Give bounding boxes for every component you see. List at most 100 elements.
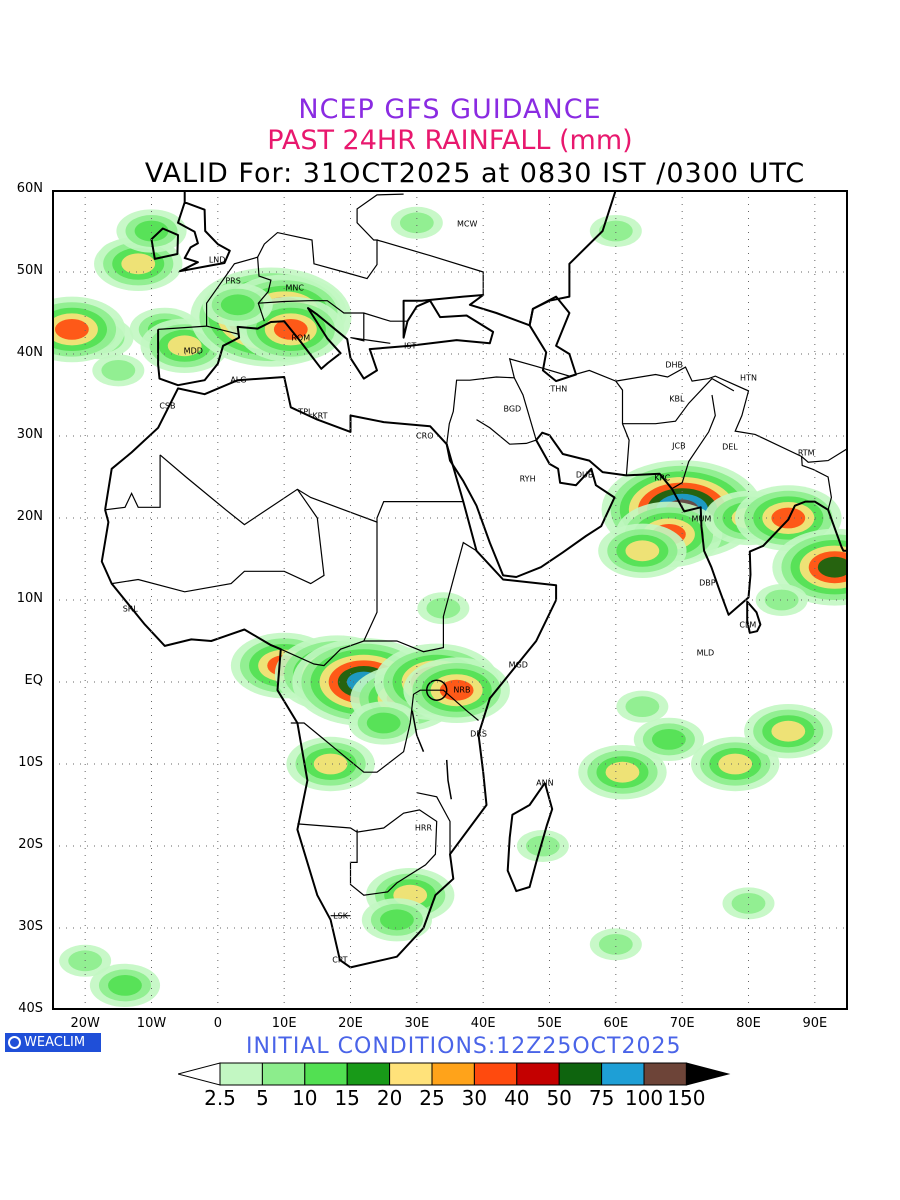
city-label: DBP bbox=[699, 578, 716, 588]
country-borders bbox=[105, 193, 848, 917]
city-label: NRB bbox=[453, 685, 471, 695]
colorbar-label: 25 bbox=[419, 1086, 445, 1110]
lon-label: 10W bbox=[136, 1016, 167, 1031]
lon-label: 90E bbox=[802, 1016, 828, 1031]
city-label: HRR bbox=[414, 823, 433, 833]
city-label: HTN bbox=[740, 373, 757, 383]
colorbar-segment bbox=[473, 1062, 518, 1086]
lat-label: 10S bbox=[18, 755, 43, 770]
rain-cell bbox=[652, 729, 686, 750]
colorbar-segment bbox=[431, 1062, 475, 1086]
city-label: KRT bbox=[312, 411, 328, 420]
colorbar-segment bbox=[643, 1062, 687, 1086]
colorbar-label: 10 bbox=[292, 1086, 318, 1110]
coastline bbox=[157, 190, 617, 387]
border bbox=[476, 419, 537, 445]
colorbar-label: 75 bbox=[588, 1086, 615, 1110]
border bbox=[615, 366, 848, 463]
border bbox=[376, 239, 484, 295]
border bbox=[622, 377, 735, 425]
city-label: LND bbox=[208, 255, 226, 265]
city-label: RTM bbox=[797, 448, 815, 458]
border bbox=[280, 541, 477, 667]
rain-cell bbox=[625, 540, 660, 562]
logo-icon bbox=[8, 1036, 21, 1049]
city-label: MGD bbox=[508, 660, 528, 670]
rain-cell bbox=[764, 589, 799, 611]
lat-label: 30N bbox=[16, 427, 43, 442]
rain-cell bbox=[598, 220, 633, 242]
colorbar-segment bbox=[304, 1062, 348, 1086]
city-label: THN bbox=[550, 384, 568, 394]
title-variable: PAST 24HR RAINFALL (mm) bbox=[267, 125, 633, 156]
border bbox=[416, 792, 451, 855]
city-label: SRL bbox=[122, 604, 138, 614]
colorbar-label: 100 bbox=[624, 1086, 664, 1110]
city-label: MLD bbox=[696, 648, 715, 658]
lon-label: 30E bbox=[404, 1016, 430, 1031]
colorbar-label: 40 bbox=[504, 1086, 530, 1110]
border bbox=[159, 454, 463, 526]
lon-label: 60E bbox=[603, 1016, 629, 1031]
colorbar-segment bbox=[261, 1062, 306, 1086]
border bbox=[801, 456, 833, 510]
lon-label: 10E bbox=[271, 1016, 297, 1031]
rain-cell bbox=[426, 597, 461, 619]
border bbox=[105, 454, 161, 511]
lat-label: EQ bbox=[24, 673, 43, 688]
lake-tanganyika bbox=[411, 710, 425, 752]
colorbar-max-triangle bbox=[685, 1062, 731, 1086]
border bbox=[363, 522, 378, 642]
rain-cell bbox=[605, 761, 640, 783]
colorbar-segment bbox=[219, 1062, 263, 1086]
lon-label: 0 bbox=[213, 1016, 222, 1031]
lat-label: 60N bbox=[16, 181, 43, 196]
lat-label: 40N bbox=[16, 345, 43, 360]
city-label: JCB bbox=[672, 441, 686, 451]
rain-cell bbox=[598, 934, 633, 955]
city-label: KRC bbox=[654, 473, 671, 483]
rain-cell bbox=[134, 220, 169, 242]
colorbar-label: 20 bbox=[376, 1086, 403, 1110]
lon-label: 20W bbox=[70, 1016, 100, 1031]
rain-cell bbox=[731, 893, 766, 914]
colorbar bbox=[178, 1062, 731, 1086]
border bbox=[111, 488, 325, 593]
border bbox=[290, 689, 479, 773]
city-label: PRS bbox=[225, 276, 241, 286]
logo-text: WEACLIM bbox=[24, 1035, 86, 1050]
rain-cell bbox=[55, 319, 89, 340]
border bbox=[659, 394, 716, 490]
city-label: CRO bbox=[416, 431, 434, 441]
city-label: DEL bbox=[722, 442, 738, 452]
city-label: MCW bbox=[457, 219, 478, 229]
rain-cell bbox=[817, 556, 848, 578]
colorbar-segment bbox=[601, 1062, 645, 1086]
border bbox=[350, 313, 391, 344]
initial-conditions: INITIAL CONDITIONS:12Z25OCT2025 bbox=[246, 1034, 682, 1059]
lat-label: 40S bbox=[18, 1001, 43, 1016]
title-model: NCEP GFS GUIDANCE bbox=[298, 94, 602, 125]
city-label: MDD bbox=[183, 346, 203, 356]
coastline bbox=[506, 782, 554, 893]
lon-label: 80E bbox=[736, 1016, 761, 1031]
rain-cell bbox=[167, 335, 202, 357]
rain-cell bbox=[108, 975, 142, 996]
city-label: BGD bbox=[503, 404, 522, 414]
border bbox=[297, 809, 438, 896]
rain-cell bbox=[718, 753, 753, 775]
city-label: LSK bbox=[333, 911, 348, 921]
city-label: CSB bbox=[159, 401, 176, 411]
colorbar-segment bbox=[346, 1062, 391, 1086]
rain-cell bbox=[625, 696, 660, 717]
city-label: TPL bbox=[298, 407, 313, 417]
border bbox=[446, 376, 537, 445]
coastline bbox=[100, 376, 558, 969]
rain-cell bbox=[101, 360, 136, 381]
city-label: DRS bbox=[470, 729, 487, 739]
lat-label: 20N bbox=[16, 509, 43, 524]
border bbox=[258, 300, 408, 322]
border bbox=[206, 256, 272, 327]
rain-cell bbox=[313, 753, 348, 775]
rain-cell bbox=[121, 253, 156, 275]
